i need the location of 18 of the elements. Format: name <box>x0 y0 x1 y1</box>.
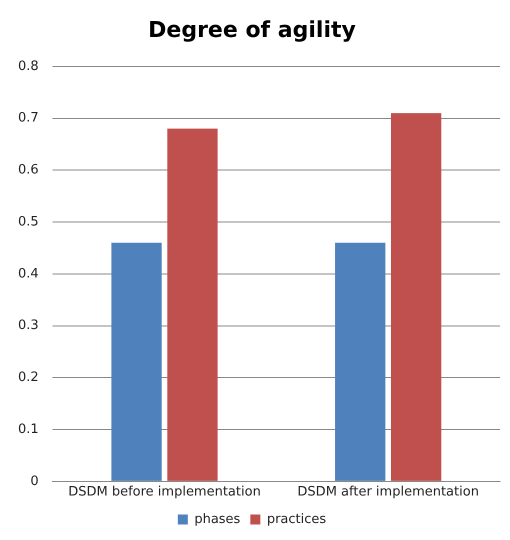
y-tick-label: 0.8 <box>18 58 39 74</box>
bar <box>335 242 386 481</box>
y-tick-label: 0.4 <box>18 266 39 282</box>
y-tick-label: 0 <box>30 474 39 489</box>
y-tick-label: 0.3 <box>18 318 39 334</box>
y-tick-label: 0.1 <box>18 422 39 437</box>
x-tick-label: DSDM before implementation <box>68 484 261 500</box>
legend-label: practices <box>266 512 326 527</box>
y-tick-label: 0.6 <box>18 162 39 178</box>
bar <box>390 113 442 481</box>
bar <box>111 242 162 481</box>
bar <box>167 128 218 481</box>
y-tick-label: 0.2 <box>18 370 39 386</box>
y-tick-label: 0.7 <box>18 110 39 126</box>
x-tick-label: DSDM after implementation <box>297 484 479 500</box>
chart-title: Degree of agility <box>148 18 356 43</box>
y-tick-label: 0.5 <box>18 214 39 230</box>
legend-label: phases <box>194 512 241 527</box>
